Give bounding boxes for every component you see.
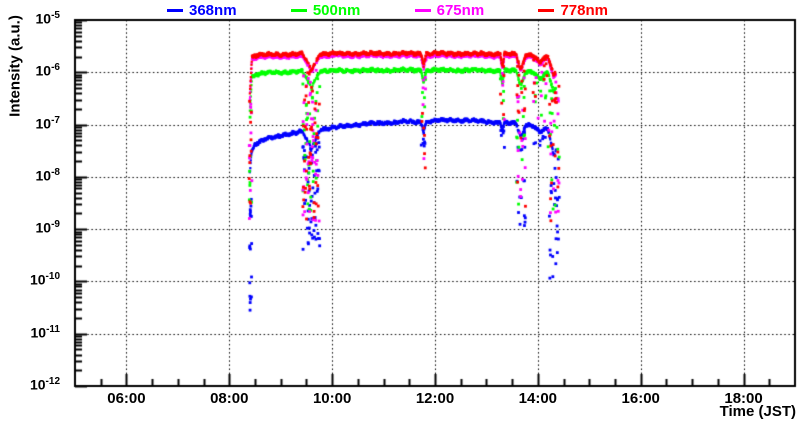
x-axis-title: Time (JST) <box>719 403 796 420</box>
legend: 368nm 500nm 675nm 778nm <box>167 1 608 19</box>
x-tick-label: 10:00 <box>312 390 352 407</box>
legend-line-icon <box>414 8 431 12</box>
legend-line-icon <box>167 8 183 12</box>
y-tick-label: 10-6 <box>35 62 60 79</box>
y-tick-label: 10-10 <box>29 271 60 289</box>
y-tick-label: 10-11 <box>30 323 60 341</box>
legend-label: 500nm <box>312 1 361 19</box>
x-tick-label: 06:00 <box>107 390 146 407</box>
legend-entry-675nm: 675nm <box>414 1 485 19</box>
y-tick-label: 10-7 <box>35 114 60 132</box>
x-tick-label: 12:00 <box>415 390 455 407</box>
legend-entry-778nm: 778nm <box>538 3 608 18</box>
legend-label: 368nm <box>189 1 237 19</box>
x-tick-label: 16:00 <box>621 390 660 407</box>
x-tick-label: 18:00 <box>724 390 763 407</box>
legend-label: 778nm <box>560 1 608 19</box>
y-tick-label: 10-9 <box>35 219 60 236</box>
legend-line-icon <box>538 8 555 12</box>
legend-entry-500nm: 500nm <box>290 1 361 19</box>
y-tick-label: 10-12 <box>29 376 60 393</box>
y-tick-label: 10-8 <box>35 166 60 184</box>
x-tick-label: 14:00 <box>518 390 558 407</box>
legend-line-icon <box>290 8 307 12</box>
x-tick-label: 08:00 <box>210 390 249 407</box>
y-tick-label: 10-5 <box>35 10 60 27</box>
legend-label: 675nm <box>436 1 485 19</box>
legend-entry-368nm: 368nm <box>167 3 237 18</box>
